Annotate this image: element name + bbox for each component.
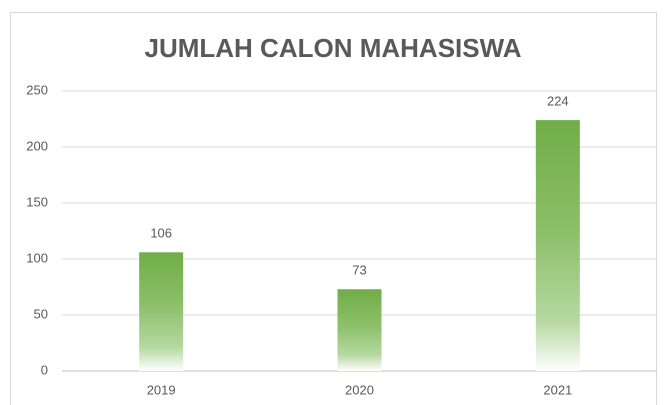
y-tick-label: 100: [26, 250, 48, 265]
x-tick-label: 2021: [543, 382, 572, 397]
data-label: 73: [352, 263, 366, 278]
x-tick-label: 2019: [147, 382, 176, 397]
bar: [535, 120, 580, 372]
bar: [139, 252, 184, 371]
bar: [337, 289, 382, 371]
y-tick-label: 150: [26, 194, 48, 209]
chart-title: JUMLAH CALON MAHASISWA: [145, 33, 522, 63]
y-tick-label: 0: [41, 362, 48, 377]
y-tick-label: 50: [34, 306, 48, 321]
y-tick-label: 250: [26, 82, 48, 97]
data-label: 106: [150, 226, 172, 241]
x-tick-label: 2020: [345, 382, 374, 397]
data-label: 224: [547, 94, 569, 109]
y-tick-label: 200: [26, 138, 48, 153]
